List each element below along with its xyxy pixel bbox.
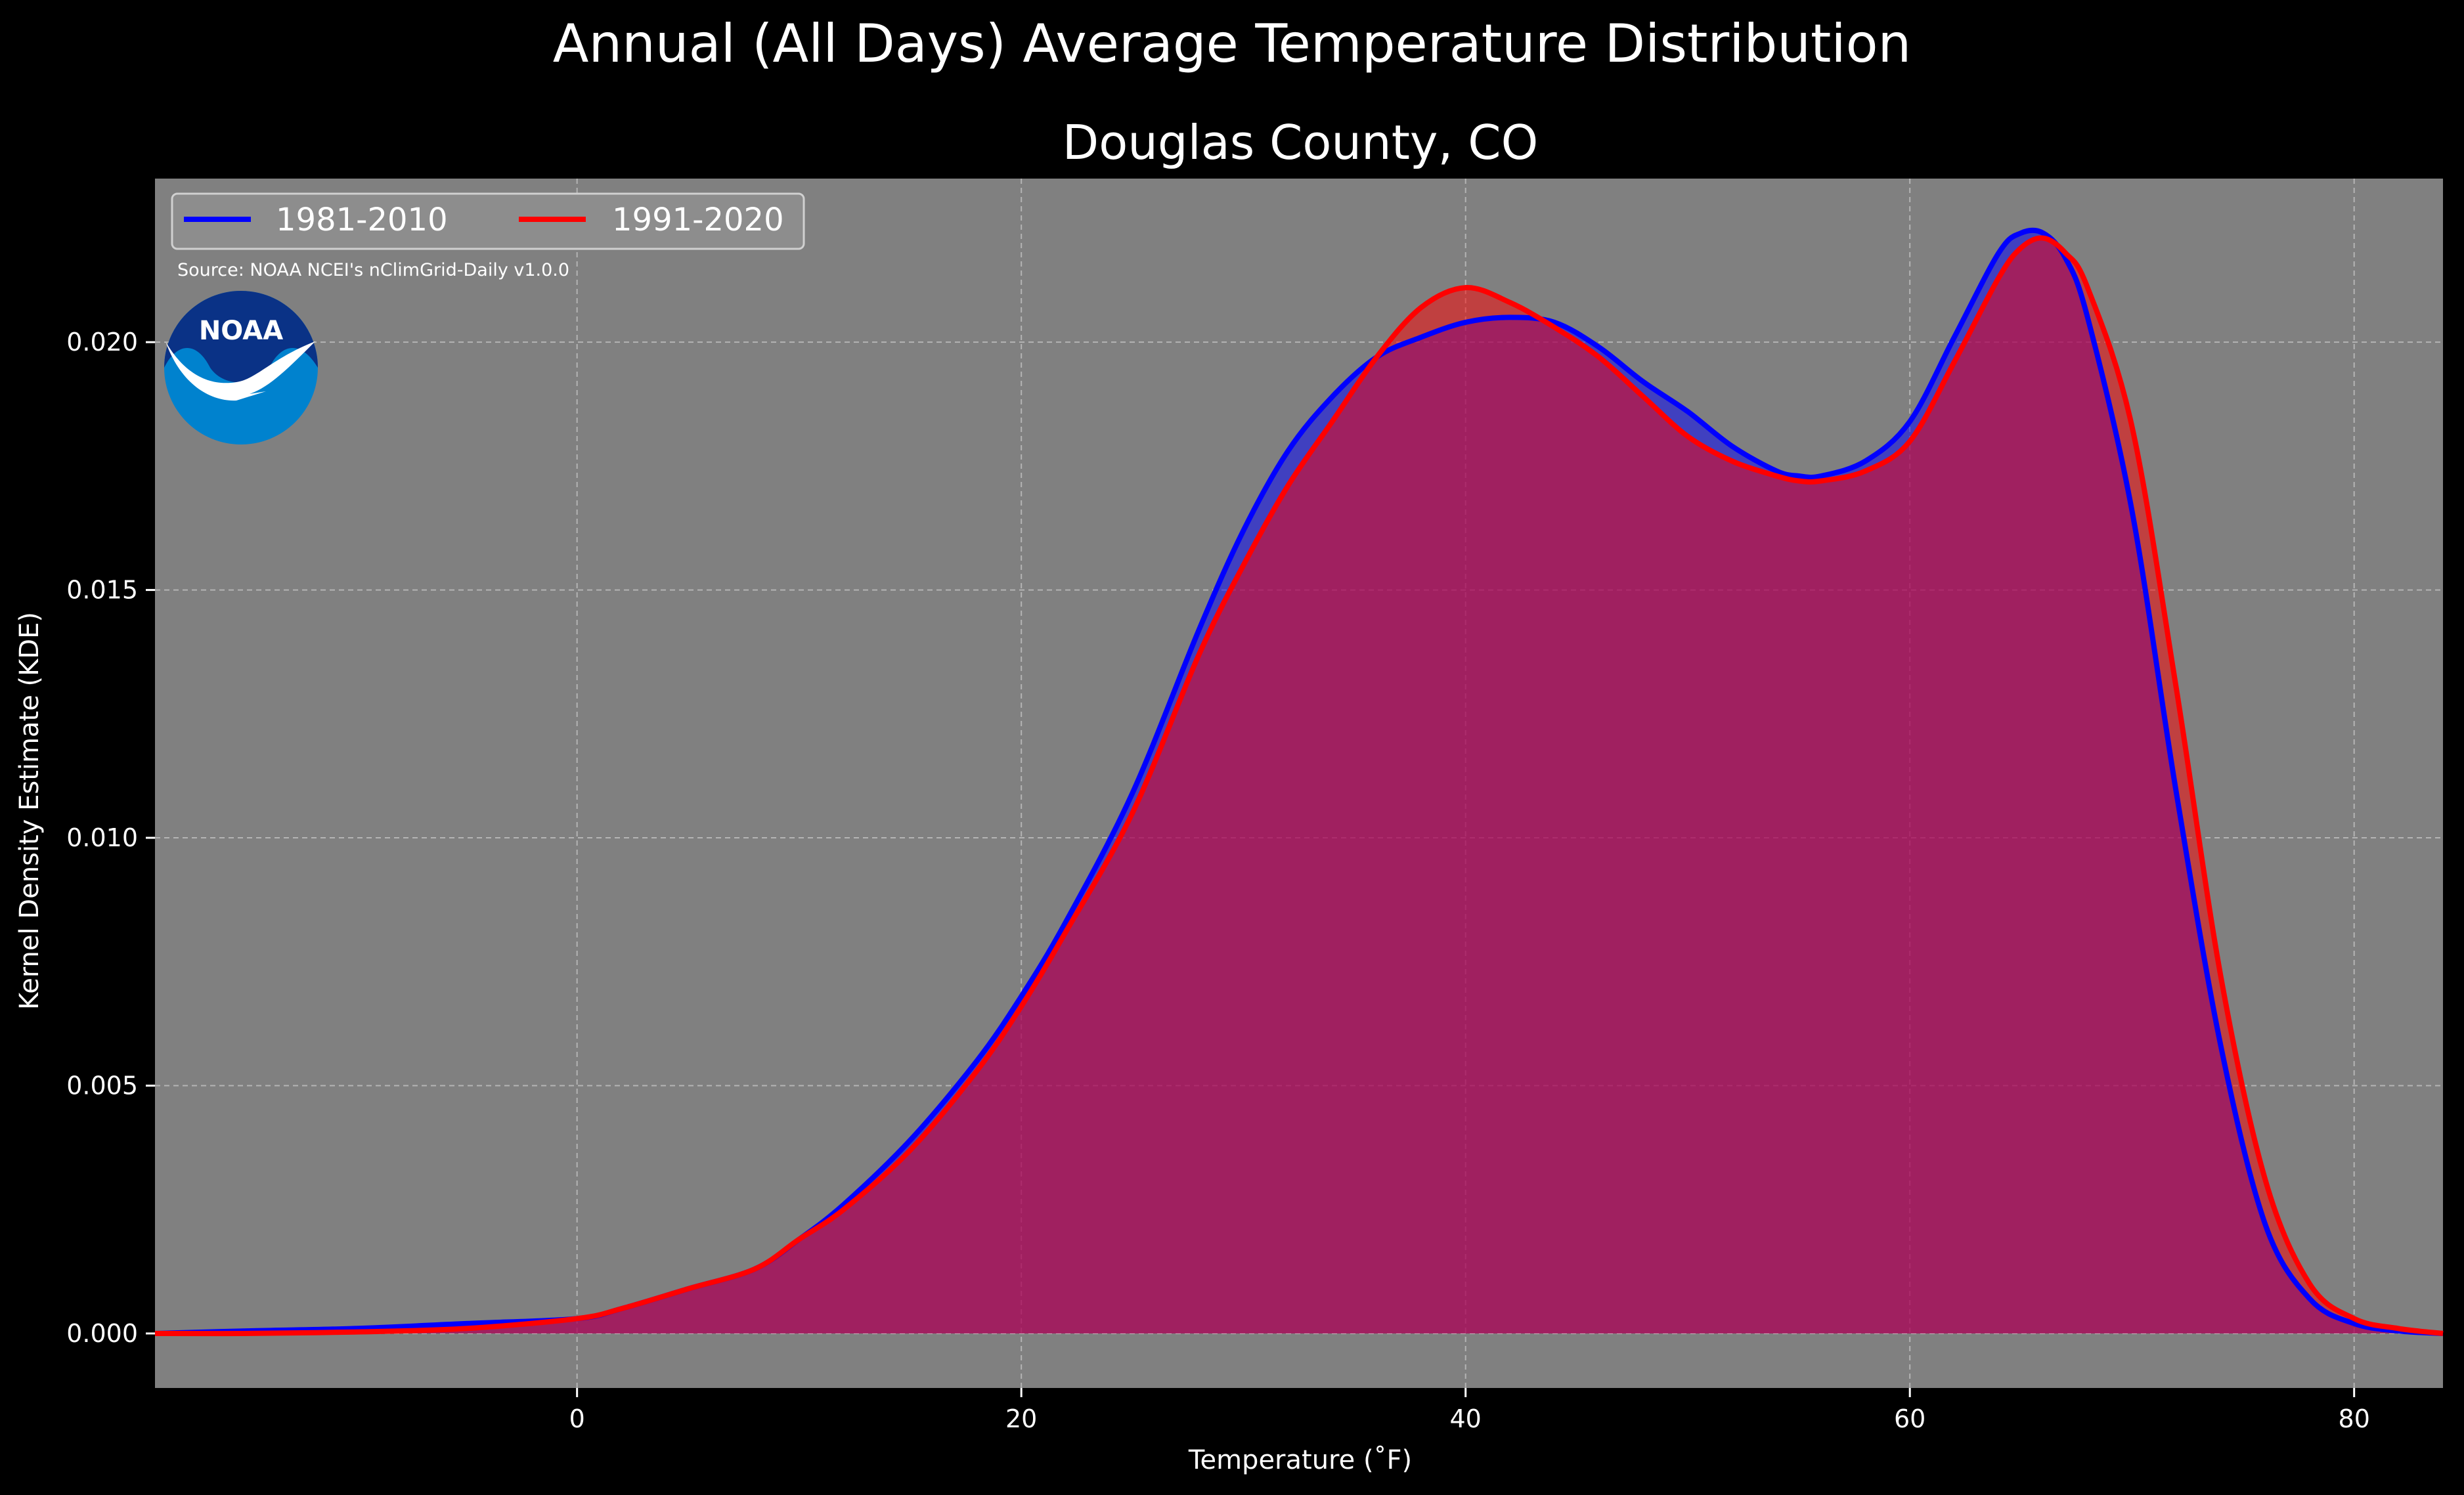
- noaa-logo: NOAA: [164, 291, 318, 444]
- legend-label-1981-2010: 1981-2010: [276, 202, 448, 238]
- chart-title: Annual (All Days) Average Temperature Di…: [552, 13, 1912, 74]
- y-tick-label: 0.020: [66, 328, 138, 357]
- logo-top-dark: [164, 291, 318, 383]
- x-tick-label: 40: [1450, 1404, 1482, 1433]
- area-fill-1991-2020: [155, 238, 2443, 1334]
- area-layer: [155, 230, 2443, 1334]
- logo-text: NOAA: [199, 316, 283, 346]
- source-note: Source: NOAA NCEI's nClimGrid-Daily v1.0…: [177, 260, 569, 280]
- x-tick-label: 80: [2339, 1404, 2370, 1433]
- legend-box: [171, 192, 805, 250]
- y-axis-label: Kernel Density Estimate (KDE): [14, 612, 45, 1010]
- line-layer: [154, 227, 2444, 1337]
- chart-subtitle: Douglas County, CO: [1063, 115, 1539, 170]
- x-tick-label: 60: [1894, 1404, 1925, 1433]
- legend-label-1991-2020: 1991-2020: [612, 202, 784, 238]
- x-tick-label: 0: [569, 1404, 585, 1433]
- y-tick-label: 0.005: [66, 1072, 138, 1100]
- tick-layer: 0 20 40 60 80 0.000 0.005 0.010 0.015 0.020: [66, 328, 2370, 1433]
- seagull-icon: [165, 341, 315, 401]
- y-tick-label: 0.010: [66, 823, 138, 852]
- legend: 1981-2010 1991-2020: [171, 192, 805, 250]
- y-tick-label: 0.000: [66, 1319, 138, 1348]
- series-line-1991-2020: [154, 235, 2444, 1337]
- y-tick-label: 0.015: [66, 576, 138, 605]
- x-tick-label: 20: [1005, 1404, 1037, 1433]
- x-axis-label: Temperature (˚F): [1188, 1445, 1412, 1475]
